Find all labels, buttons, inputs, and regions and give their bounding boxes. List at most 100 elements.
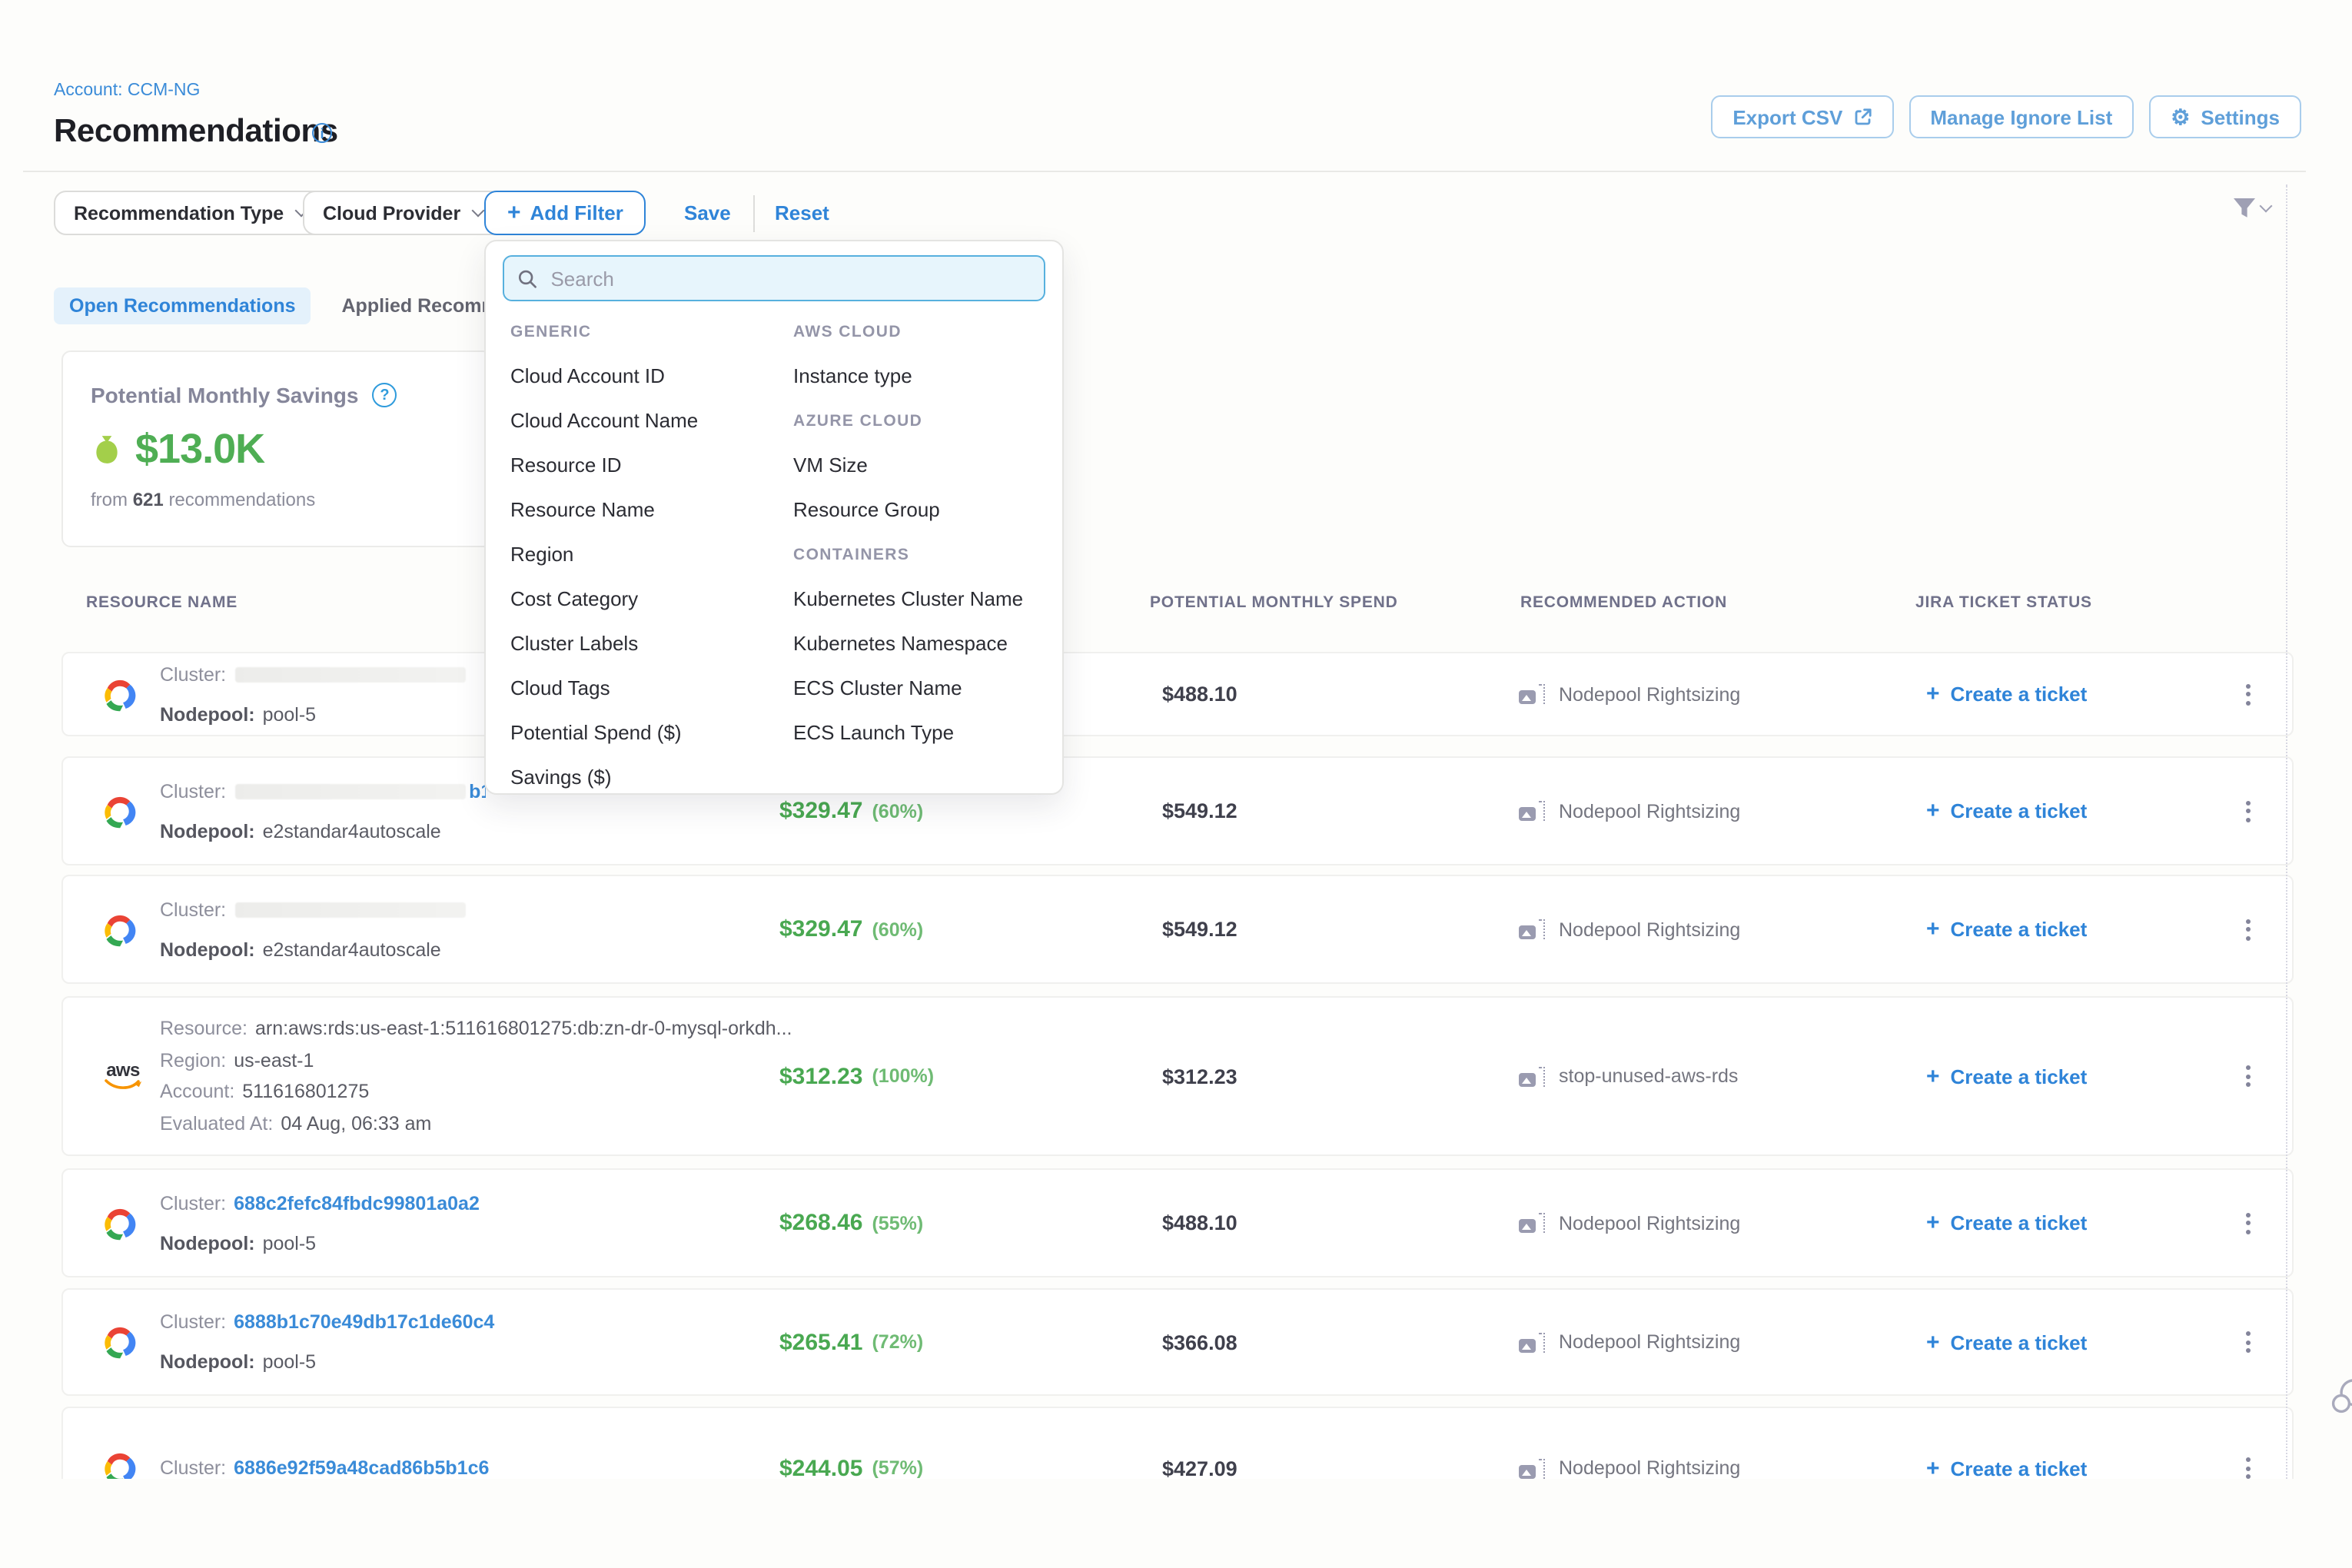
recommended-action-label: Nodepool Rightsizing <box>1559 683 1740 705</box>
resource-field-value: us-east-1 <box>234 1047 314 1075</box>
create-ticket-button[interactable]: +Create a ticket <box>1926 1210 2087 1236</box>
table-row: Cluster: 6886e92f59a48cad86b5b1c6 $244.05(… <box>61 1407 2294 1479</box>
gcp-cloud-icon <box>100 1204 140 1241</box>
row-menu-kebab-icon[interactable] <box>2237 1206 2258 1240</box>
potential-monthly-spend-value: $427.09 <box>1162 1457 1519 1479</box>
filter-section-header: AZURE CLOUD <box>793 398 1055 443</box>
table-row: aws Resource:arn:aws:rds:us-east-1:51161… <box>61 996 2294 1156</box>
filter-option[interactable]: VM Size <box>793 453 868 477</box>
create-ticket-button[interactable]: +Create a ticket <box>1926 1063 2087 1089</box>
cluster-link[interactable]: 6886e92f59a48cad86b5b1c6 <box>234 1454 489 1479</box>
table-row: Cluster:Nodepool:e2standar4autoscale$329… <box>61 875 2294 984</box>
partially-hidden-link-fragment: b1 <box>469 777 486 805</box>
resource-field-label: Evaluated At: <box>160 1110 273 1138</box>
resource-field-label: Cluster: <box>160 777 226 805</box>
savings-percentage: (55%) <box>872 1212 923 1234</box>
money-bag-icon <box>91 434 123 466</box>
plus-icon: + <box>1926 798 1940 824</box>
potential-monthly-savings-card: Potential Monthly Savings ? $13.0K from … <box>61 350 492 547</box>
row-menu-kebab-icon[interactable] <box>2237 912 2258 946</box>
filter-section-header: AWS CLOUD <box>793 309 1055 354</box>
gcp-cloud-icon <box>100 792 140 829</box>
resource-field-label: Account: <box>160 1078 234 1106</box>
gcp-cloud-icon <box>100 911 140 948</box>
savings-percentage: (60%) <box>872 800 923 822</box>
create-ticket-button[interactable]: +Create a ticket <box>1926 916 2087 942</box>
filter-option[interactable]: Cluster Labels <box>510 632 638 655</box>
potential-monthly-spend-value: $366.08 <box>1162 1330 1519 1354</box>
resource-field-value: pool-5 <box>263 1348 317 1376</box>
plus-icon: + <box>1926 681 1940 707</box>
create-ticket-button[interactable]: +Create a ticket <box>1926 1455 2087 1479</box>
plus-icon: + <box>1926 1455 1940 1479</box>
filter-option[interactable]: Cost Category <box>510 587 638 610</box>
row-menu-kebab-icon[interactable] <box>2237 677 2258 711</box>
resource-field-value: 04 Aug, 06:33 am <box>281 1110 431 1138</box>
recommended-action-label: stop-unused-aws-rds <box>1559 1065 1738 1087</box>
savings-subtext: from 621 recommendations <box>91 489 463 510</box>
savings-percentage: (72%) <box>872 1331 923 1353</box>
resource-field-label: Nodepool: <box>160 700 255 728</box>
filter-option[interactable]: Cloud Tags <box>510 676 610 699</box>
chat-bubble-button[interactable] <box>2327 1377 2352 1428</box>
create-ticket-button[interactable]: +Create a ticket <box>1926 1329 2087 1355</box>
resource-field-label: Cluster: <box>160 1454 226 1479</box>
recommended-action-cell: Nodepool Rightsizing <box>1519 683 1926 705</box>
resource-details: Cluster:Nodepool:e2standar4autoscale <box>160 895 779 963</box>
filter-options-column-cloud: AWS CLOUD Instance type AZURE CLOUD VM Size… <box>793 309 1055 755</box>
resource-field-label: Nodepool: <box>160 817 255 845</box>
filter-option[interactable]: Instance type <box>793 364 912 387</box>
recommended-action-label: Nodepool Rightsizing <box>1559 800 1740 822</box>
filter-option[interactable]: Potential Spend ($) <box>510 721 682 744</box>
monthly-savings-cell: $329.47(60%) <box>779 916 1162 942</box>
row-menu-kebab-icon[interactable] <box>2237 794 2258 828</box>
monthly-savings-cell: $244.05(57%) <box>779 1455 1162 1479</box>
filter-option[interactable]: Resource Name <box>510 498 655 521</box>
recommended-action-label: Nodepool Rightsizing <box>1559 1212 1740 1234</box>
filter-option[interactable]: Resource ID <box>510 453 622 477</box>
filter-section-header: CONTAINERS <box>793 532 1055 576</box>
monthly-savings-value: $265.41 <box>779 1329 862 1355</box>
filter-option[interactable]: Kubernetes Cluster Name <box>793 587 1023 610</box>
resource-field-value: e2standar4autoscale <box>263 935 441 963</box>
create-ticket-button[interactable]: +Create a ticket <box>1926 681 2087 707</box>
filter-option[interactable]: Resource Group <box>793 498 940 521</box>
filter-search-input[interactable] <box>547 265 1030 291</box>
resource-field-label: Cluster: <box>160 660 226 688</box>
cluster-link[interactable]: 6888b1c70e49db17c1de60c4 <box>234 1308 494 1336</box>
create-ticket-button[interactable]: +Create a ticket <box>1926 798 2087 824</box>
savings-value: $13.0K <box>135 426 264 473</box>
recommended-action-label: Nodepool Rightsizing <box>1559 1457 1740 1479</box>
rightsizing-icon <box>1519 1066 1545 1086</box>
rightsizing-icon <box>1519 919 1545 939</box>
filter-option[interactable]: Kubernetes Namespace <box>793 632 1008 655</box>
filter-option[interactable]: Savings ($) <box>510 766 612 789</box>
filter-option[interactable]: Cloud Account ID <box>510 364 665 387</box>
potential-monthly-spend-value: $549.12 <box>1162 918 1519 941</box>
filter-option[interactable]: Region <box>510 543 573 566</box>
cluster-link[interactable]: 688c2fefc84fbdc99801a0a2 <box>234 1189 480 1217</box>
rightsizing-icon <box>1519 1458 1545 1478</box>
recommendations-table: Cluster:Nodepool:pool-5$488.10Nodepool R… <box>0 0 2352 1479</box>
plus-icon: + <box>1926 916 1940 942</box>
monthly-savings-value: $329.47 <box>779 798 862 824</box>
resource-field-label: Cluster: <box>160 895 226 923</box>
tab-open-recommendations[interactable]: Open Recommendations <box>54 287 311 324</box>
redacted-value <box>235 666 466 682</box>
filter-option[interactable]: ECS Cluster Name <box>793 676 962 699</box>
row-menu-kebab-icon[interactable] <box>2237 1451 2258 1479</box>
help-icon[interactable]: ? <box>373 383 397 407</box>
row-menu-kebab-icon[interactable] <box>2237 1325 2258 1359</box>
savings-percentage: (100%) <box>872 1065 934 1087</box>
monthly-savings-cell: $268.46(55%) <box>779 1210 1162 1236</box>
gcp-cloud-icon <box>100 1450 140 1479</box>
filter-option[interactable]: Cloud Account Name <box>510 409 698 432</box>
gcp-cloud-icon <box>100 676 140 713</box>
row-menu-kebab-icon[interactable] <box>2237 1059 2258 1093</box>
rightsizing-icon <box>1519 684 1545 704</box>
potential-monthly-spend-value: $312.23 <box>1162 1065 1519 1088</box>
plus-icon: + <box>1926 1210 1940 1236</box>
recommended-action-cell: Nodepool Rightsizing <box>1519 1331 1926 1353</box>
recommended-action-label: Nodepool Rightsizing <box>1559 1331 1740 1353</box>
filter-option[interactable]: ECS Launch Type <box>793 721 954 744</box>
